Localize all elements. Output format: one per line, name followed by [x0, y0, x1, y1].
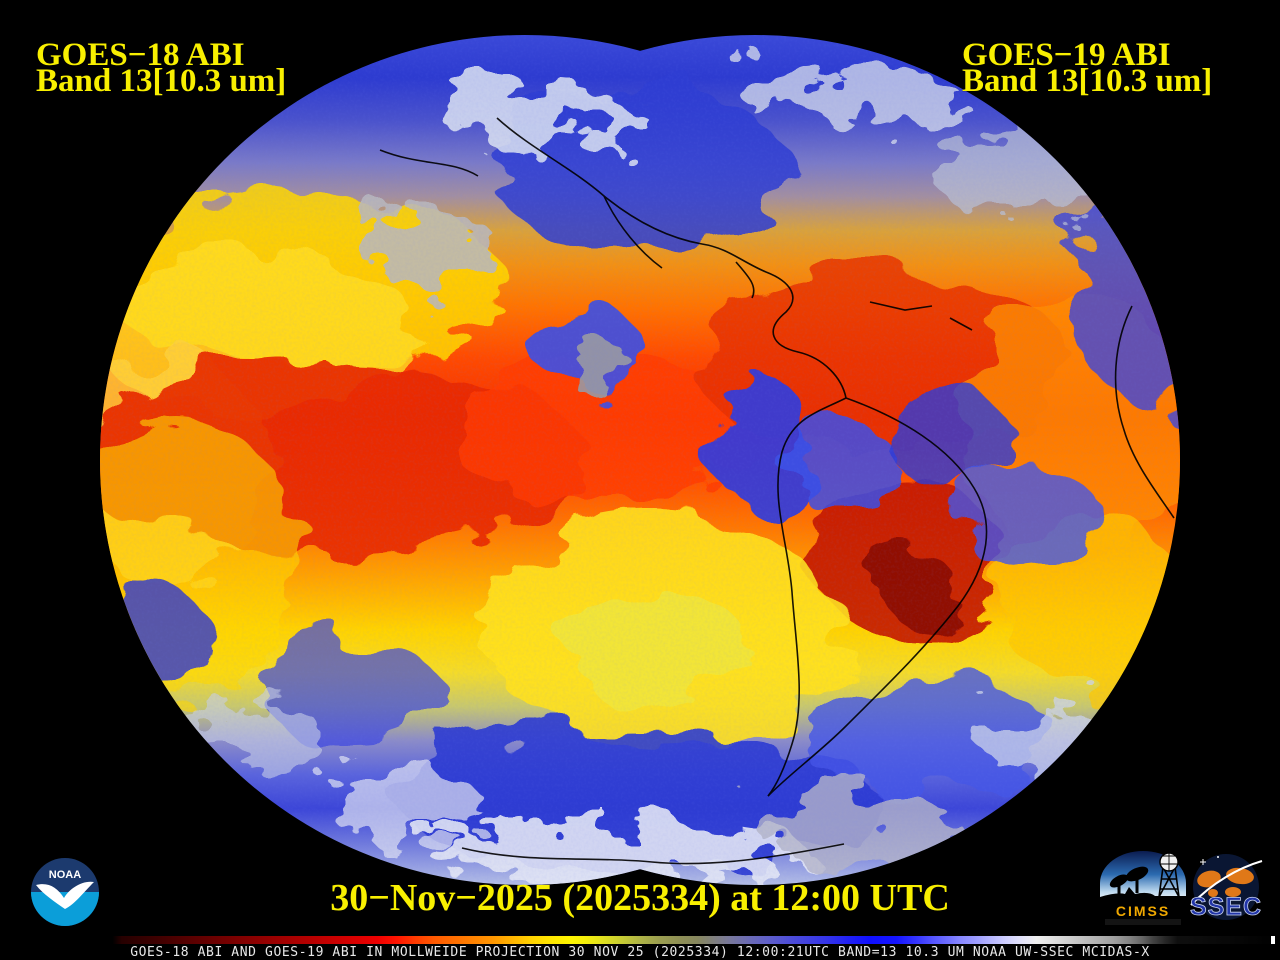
- noaa-logo-text: NOAA: [49, 869, 81, 881]
- ssec-logo-text: SSEC: [1190, 893, 1262, 921]
- goes18-band: Band 13[10.3 um]: [36, 63, 287, 99]
- timestamp-label: 30−Nov−2025 (2025334) at 12:00 UTC: [330, 877, 950, 919]
- status-bar: GOES-18 ABI AND GOES-19 ABI IN MOLLWEIDE…: [0, 936, 1280, 960]
- noaa-logo-icon: NOAA: [31, 858, 99, 926]
- ssec-logo-icon: SSEC: [1190, 854, 1263, 921]
- star-icon: [1200, 859, 1206, 865]
- colorbar: [0, 936, 1280, 944]
- goes18-title: GOES−18 ABI: [36, 37, 245, 73]
- water-tower-icon: [1158, 852, 1180, 898]
- header-goes19: GOES−19 ABI Band 13[10.3 um]: [962, 37, 1213, 99]
- orbit-arc: [1190, 860, 1263, 906]
- goes19-band: Band 13[10.3 um]: [962, 63, 1213, 99]
- goes19-title: GOES−19 ABI: [962, 37, 1171, 73]
- colorbar-marker: [1271, 936, 1275, 944]
- status-line: GOES-18 ABI AND GOES-19 ABI IN MOLLWEIDE…: [130, 945, 1150, 960]
- cimss-logo-icon: CIMSS: [1097, 851, 1189, 925]
- cimss-logo-text: CIMSS: [1116, 903, 1170, 919]
- coastlines: [379, 117, 1175, 865]
- noaa-logo: NOAA: [30, 857, 100, 927]
- header-goes18: GOES−18 ABI Band 13[10.3 um]: [36, 37, 287, 99]
- dish-icons: [1100, 866, 1186, 903]
- ssec-logo: SSEC: [1188, 851, 1264, 925]
- cimss-logo: CIMSS: [1097, 847, 1189, 925]
